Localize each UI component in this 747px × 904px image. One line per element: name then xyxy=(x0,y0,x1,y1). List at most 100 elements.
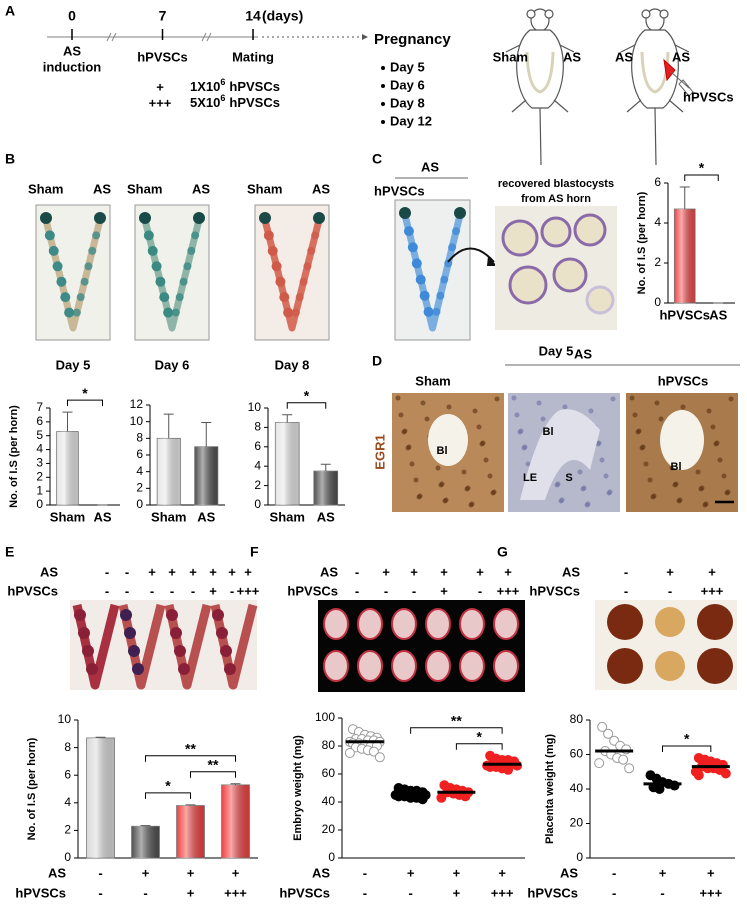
implantation-site xyxy=(403,226,414,237)
mouse-ear xyxy=(544,9,554,19)
y-tick-label: 7 xyxy=(36,400,43,414)
ovary xyxy=(40,212,52,224)
treatment-label: hPVSCs xyxy=(374,183,425,198)
nucleus xyxy=(713,441,719,447)
panel-letter: A xyxy=(5,3,15,19)
nucleus xyxy=(584,502,590,508)
row-sign: + xyxy=(189,564,197,579)
timeline-day: 7 xyxy=(159,8,167,24)
row-sign: + xyxy=(228,564,236,579)
blastocyst xyxy=(552,257,588,293)
tissue-label: Bl xyxy=(671,461,682,473)
embryo xyxy=(493,608,519,640)
nucleus xyxy=(706,408,712,414)
y-tick-label: 0 xyxy=(136,497,143,511)
panel-letter: B xyxy=(5,151,15,167)
tissue-label: Bl xyxy=(543,426,554,438)
panel-letter: F xyxy=(250,544,259,560)
x-row-label: + xyxy=(659,865,667,880)
column-label: Sham xyxy=(415,373,450,388)
data-point xyxy=(436,792,447,803)
uterine-horn xyxy=(401,214,464,332)
row-name: hPVSCs xyxy=(529,583,580,598)
implantation-site xyxy=(295,293,304,302)
implantation-site xyxy=(299,277,308,286)
blastocyst xyxy=(501,219,539,257)
implantation-site xyxy=(84,262,93,271)
significance-bracket xyxy=(190,771,236,778)
x-row-label: + xyxy=(498,865,506,880)
implantation-site xyxy=(80,277,89,286)
nucleus xyxy=(405,445,411,451)
data-point xyxy=(368,746,379,757)
implantation-site xyxy=(183,262,192,271)
dose-symbol: + xyxy=(156,79,164,94)
bar-shine xyxy=(86,737,115,858)
error-bar xyxy=(230,783,241,785)
significance-bracket xyxy=(145,792,191,799)
photo-day: Day 5 xyxy=(56,357,91,372)
significance-label: ** xyxy=(208,756,219,772)
nucleus xyxy=(490,490,496,496)
nucleus xyxy=(464,486,470,492)
timeline-event: hPVSCs xyxy=(137,49,188,64)
significance-label: * xyxy=(699,160,705,176)
nucleus xyxy=(479,441,485,447)
error-bar xyxy=(320,463,331,472)
data-point xyxy=(597,721,608,732)
nucleus xyxy=(680,404,686,410)
implantation-site xyxy=(128,645,140,657)
implantation-site xyxy=(407,242,418,253)
implantation-site xyxy=(143,230,154,241)
implantation-site xyxy=(163,307,174,318)
arrow-head xyxy=(487,256,497,266)
nucleus xyxy=(610,396,616,402)
row-sign: + xyxy=(440,583,448,598)
implantation-site xyxy=(56,276,67,287)
embryo xyxy=(323,608,349,640)
nucleus xyxy=(650,494,656,500)
nucleus xyxy=(424,416,430,422)
photo-label: AS xyxy=(312,181,330,196)
nucleus xyxy=(514,412,520,418)
x-row-label: + xyxy=(707,865,715,880)
implantation-site xyxy=(86,663,98,675)
nucleus xyxy=(562,404,568,410)
x-tick-label: Sham xyxy=(270,509,305,524)
panel-letter: E xyxy=(5,544,14,560)
day-item: Day 6 xyxy=(390,77,425,92)
tissue-label: LE xyxy=(523,472,537,484)
nucleus xyxy=(398,412,404,418)
row-sign: + xyxy=(382,564,390,579)
y-tick-label: 4 xyxy=(136,464,143,478)
nucleus xyxy=(698,486,704,492)
implantation-site xyxy=(444,259,453,268)
row-name: hPVSCs xyxy=(7,583,58,598)
row-sign: - xyxy=(624,583,628,598)
caption: recovered blastocysts xyxy=(498,178,614,190)
nucleus xyxy=(654,400,660,406)
ovary xyxy=(94,212,106,224)
lumen xyxy=(660,410,704,470)
implantation-site xyxy=(76,293,85,302)
panel-letter: G xyxy=(497,544,508,560)
implantation-site xyxy=(78,627,90,639)
implantation-site xyxy=(44,230,55,241)
implantation-site xyxy=(82,645,94,657)
row-sign: +++ xyxy=(237,583,260,598)
y-axis-label: No. of I.S (per horn) xyxy=(26,737,38,840)
nucleus xyxy=(635,429,641,435)
implantation-site xyxy=(132,663,144,675)
y-tick-label: 2 xyxy=(64,823,71,837)
photo-label: Sham xyxy=(28,181,63,196)
y-tick-label: 3 xyxy=(36,456,43,470)
x-tick-label: AS xyxy=(317,509,335,524)
significance-bracket xyxy=(455,743,503,750)
implantation-site xyxy=(52,261,63,272)
row-name: AS xyxy=(320,564,338,579)
implantation-site xyxy=(178,663,190,675)
implantation-site xyxy=(423,306,434,317)
photo xyxy=(318,600,525,692)
nucleus xyxy=(599,457,605,463)
panel-letter: D xyxy=(372,353,382,369)
